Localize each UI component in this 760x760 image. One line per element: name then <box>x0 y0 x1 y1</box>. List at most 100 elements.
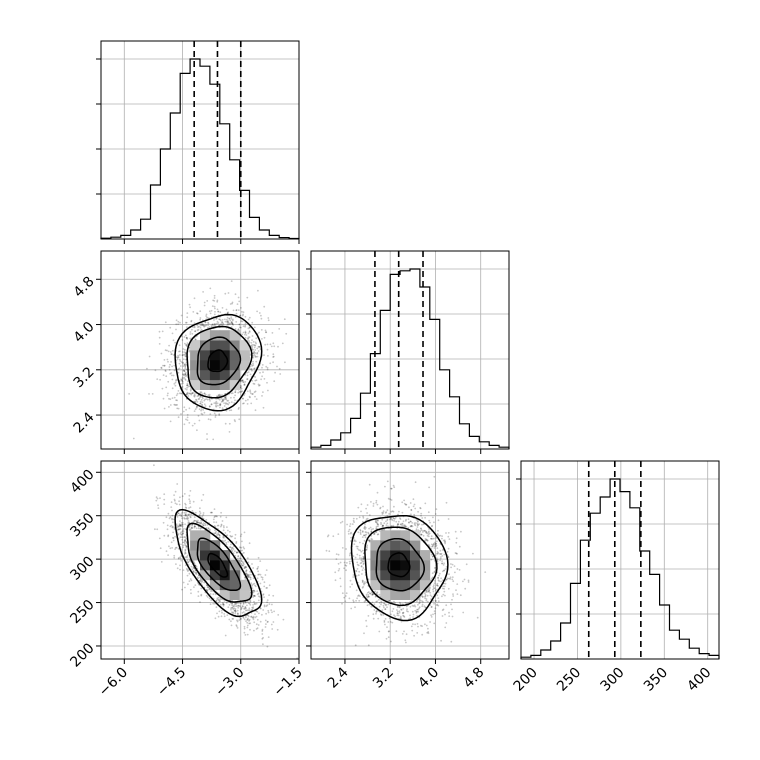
sample-point <box>192 570 195 573</box>
sample-point <box>182 536 184 539</box>
sample-point <box>175 394 178 397</box>
sample-point <box>234 602 237 605</box>
sample-point <box>430 535 433 538</box>
sample-point <box>432 613 434 616</box>
sample-point <box>237 328 240 330</box>
sample-point <box>193 422 196 425</box>
sample-point <box>200 408 203 410</box>
sample-point <box>199 326 202 329</box>
sample-point <box>434 554 437 557</box>
sample-point <box>225 409 228 412</box>
sample-point <box>430 577 433 580</box>
sample-point <box>187 583 189 586</box>
sample-point <box>354 540 357 543</box>
sample-point <box>255 337 258 340</box>
sample-point <box>364 536 367 539</box>
sample-point <box>348 560 351 563</box>
sample-point <box>439 559 441 562</box>
sample-point <box>252 354 255 357</box>
sample-point <box>276 628 279 631</box>
sample-point <box>181 523 184 526</box>
sample-point <box>244 566 247 569</box>
density-cell <box>239 579 250 591</box>
sample-point <box>193 562 196 565</box>
sample-point <box>244 607 246 610</box>
sample-point <box>182 361 185 364</box>
sample-point <box>266 368 269 371</box>
sample-point <box>244 606 247 609</box>
density-cell <box>229 589 240 600</box>
sample-point <box>229 546 232 548</box>
sample-point <box>206 586 209 589</box>
sample-point <box>213 402 216 404</box>
sample-point <box>362 585 365 588</box>
sample-point <box>168 517 171 520</box>
sample-point <box>362 515 364 518</box>
sample-point <box>234 293 237 296</box>
sample-point <box>250 392 252 395</box>
sample-point <box>164 321 167 324</box>
sample-point <box>238 326 241 329</box>
sample-point <box>247 617 249 620</box>
sample-point <box>451 615 454 618</box>
sample-point <box>207 322 210 325</box>
sample-point <box>148 355 151 358</box>
sample-point <box>222 603 225 605</box>
sample-point <box>384 608 387 610</box>
sample-point <box>252 596 255 598</box>
sample-point <box>355 569 357 572</box>
sample-point <box>204 321 207 324</box>
sample-point <box>227 320 229 322</box>
sample-point <box>386 519 389 522</box>
sample-point <box>375 521 378 524</box>
sample-point <box>179 528 182 530</box>
sample-point <box>186 345 188 348</box>
sample-point <box>410 509 413 512</box>
sample-point <box>177 528 180 531</box>
sample-point <box>226 526 228 528</box>
sample-point <box>195 398 197 401</box>
sample-point <box>194 401 197 403</box>
sample-point <box>261 366 263 369</box>
sample-point <box>373 532 376 535</box>
sample-point <box>231 392 234 395</box>
sample-point <box>181 533 183 536</box>
sample-point <box>409 617 412 620</box>
sample-point <box>352 599 355 602</box>
sample-point <box>180 413 182 415</box>
sample-point <box>193 571 195 574</box>
sample-point <box>184 513 187 516</box>
sample-point <box>262 636 264 639</box>
sample-point <box>248 607 251 610</box>
sample-point <box>444 568 447 570</box>
sample-point <box>230 535 233 538</box>
sample-point <box>245 572 248 575</box>
sample-point <box>247 371 250 373</box>
sample-point <box>347 533 350 535</box>
sample-point <box>248 542 251 545</box>
sample-point <box>433 602 435 605</box>
sample-point <box>413 503 416 506</box>
sample-point <box>196 324 199 327</box>
sample-point <box>185 514 188 517</box>
sample-point <box>182 569 185 571</box>
density-cell <box>200 350 211 361</box>
density-cell <box>200 530 211 541</box>
sample-point <box>200 323 203 325</box>
sample-point <box>230 322 233 325</box>
sample-point <box>433 537 435 540</box>
sample-point <box>377 523 379 526</box>
sample-point <box>181 522 184 524</box>
sample-point <box>210 403 213 406</box>
sample-point <box>231 604 234 607</box>
sample-point <box>243 531 246 534</box>
sample-point <box>183 351 186 354</box>
sample-point <box>189 306 192 309</box>
sample-point <box>180 378 183 380</box>
sample-point <box>189 490 192 492</box>
plot-area <box>153 464 299 659</box>
sample-point <box>272 361 274 364</box>
sample-point <box>236 551 238 554</box>
sample-point <box>239 314 242 317</box>
sample-point <box>436 582 439 585</box>
